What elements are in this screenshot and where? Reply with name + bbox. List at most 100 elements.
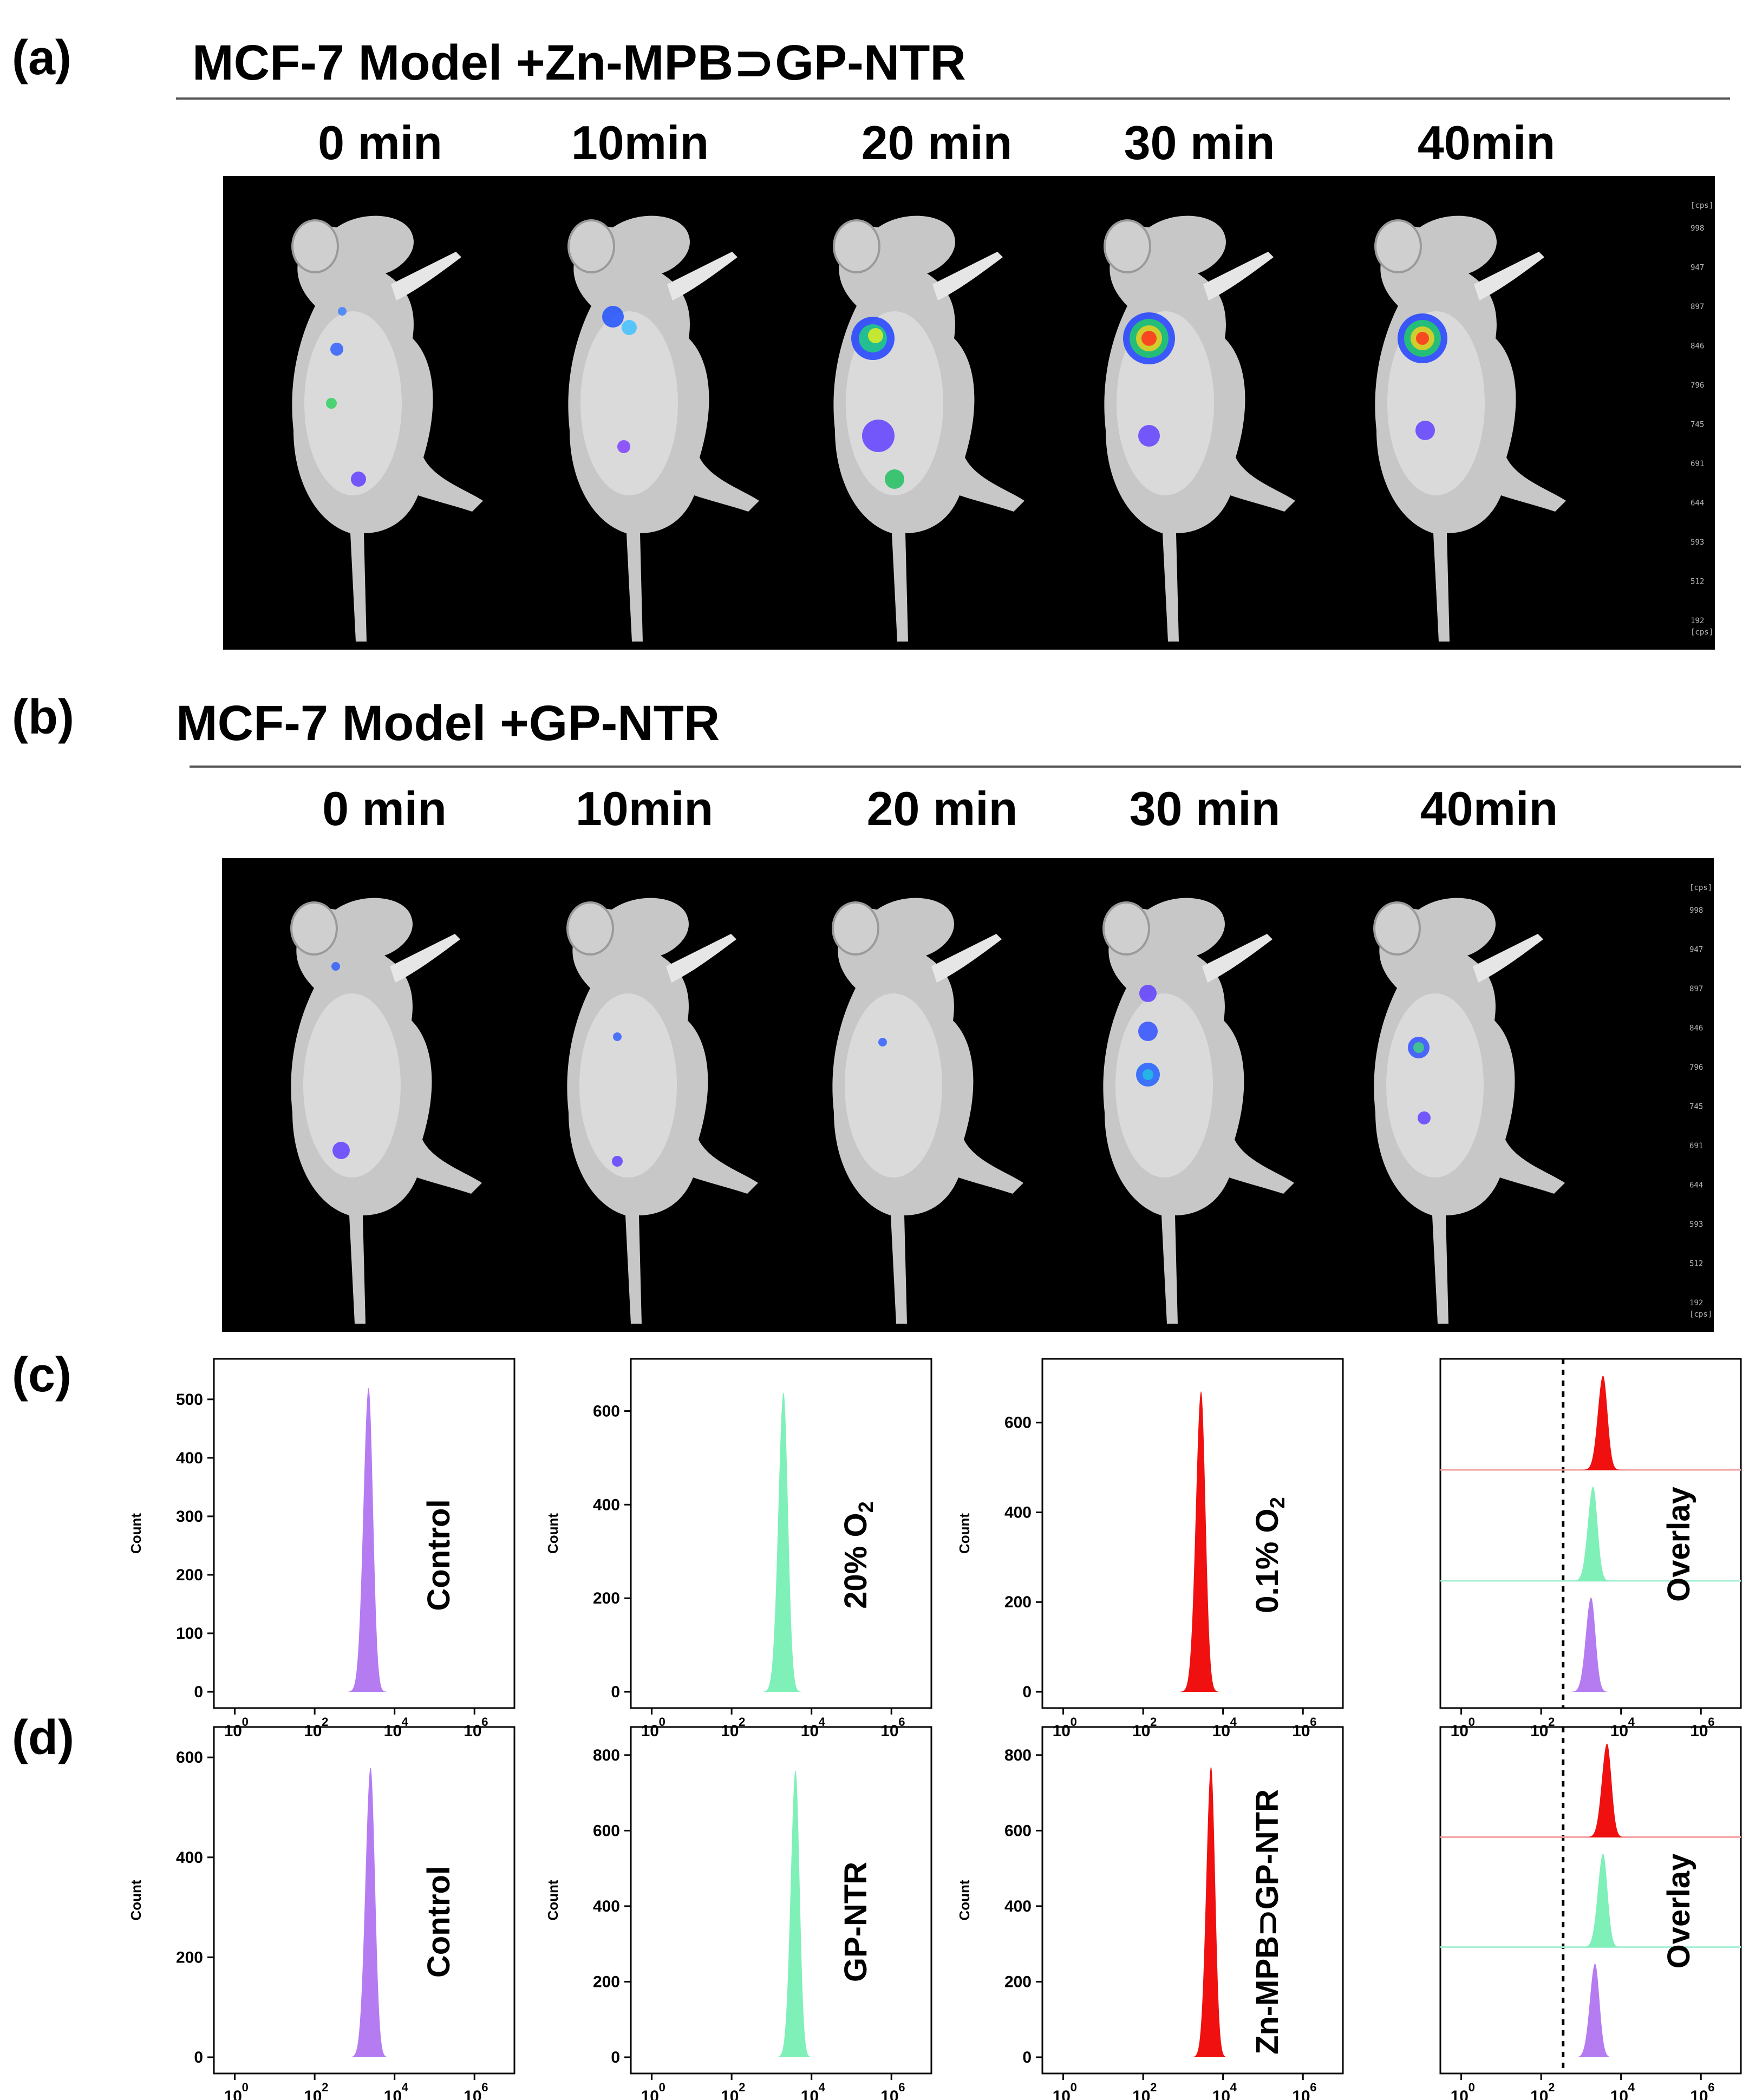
- fluorescence-signal: [351, 472, 366, 487]
- condition-label: 20% O2: [838, 1501, 878, 1608]
- x-tick-label: 10: [1132, 2088, 1150, 2100]
- histogram-peak: [1180, 1391, 1222, 1692]
- mouse-ear: [1104, 219, 1151, 273]
- fluorescence-signal: [862, 420, 895, 452]
- x-tick-exponent: 6: [1708, 1715, 1714, 1729]
- x-tick-label: 10: [1690, 1722, 1708, 1740]
- colorbar-tick: 897: [1691, 303, 1704, 311]
- y-tick-label: 600: [1004, 1822, 1032, 1840]
- x-tick-label: 10: [1451, 1722, 1469, 1740]
- x-tick-label: 10: [1132, 1722, 1150, 1740]
- y-tick-label: 0: [1022, 1683, 1032, 1701]
- y-tick-label: 0: [611, 1683, 620, 1701]
- histogram-peak: [1192, 1766, 1230, 2057]
- y-axis-label: Count: [545, 1513, 561, 1554]
- fluorescence-signal: [602, 306, 624, 328]
- x-tick-label: 10: [464, 2088, 481, 2100]
- mouse-body-highlight: [580, 311, 678, 495]
- mouse-image-a-3: [1104, 215, 1295, 642]
- colorbar-tick: 846: [1691, 342, 1704, 351]
- y-tick-label: 600: [176, 1749, 203, 1767]
- fluorescence-signal: [1143, 1069, 1153, 1080]
- time-label-b-1: 10min: [575, 782, 714, 835]
- plot-frame: [1041, 1358, 1344, 1709]
- y-tick-label: 400: [176, 1449, 203, 1467]
- overlay-peak: [1572, 1486, 1614, 1581]
- colorbar-tick: 998: [1689, 906, 1703, 915]
- colorbar-unit-bottom: [cps]: [1689, 1310, 1712, 1319]
- colorbar-a: [cps] 998 947 897 846 796 745 691 644 593 512 192 [c…: [1691, 201, 1713, 637]
- mouse-image-a-1: [567, 215, 759, 642]
- fluorescence-signal: [1415, 421, 1435, 440]
- fluorescence-signal: [1141, 331, 1157, 346]
- x-tick-label: 10: [224, 1722, 242, 1740]
- fluorescence-signal: [868, 328, 883, 343]
- colorbar-b: [cps] 998 947 897 846 796 745 691 644 593 512 192 [c…: [1689, 884, 1712, 1319]
- plot-frame: [1439, 1358, 1742, 1709]
- x-tick-label: 10: [1610, 1722, 1628, 1740]
- time-label-b-0: 0 min: [322, 782, 447, 835]
- y-tick-label: 600: [593, 1402, 620, 1420]
- y-axis-label: Count: [545, 1880, 561, 1920]
- y-tick-label: 600: [1004, 1414, 1032, 1432]
- mouse-body-highlight: [1115, 993, 1213, 1177]
- y-tick-label: 600: [593, 1822, 620, 1840]
- y-axis-label: Count: [956, 1880, 973, 1920]
- x-tick-label: 10: [1212, 1722, 1230, 1740]
- x-tick-label: 10: [1690, 2088, 1708, 2100]
- y-tick-label: 400: [176, 1849, 203, 1867]
- panel-title-b: MCF-7 Model +GP-NTR: [176, 696, 720, 751]
- x-tick-label: 10: [1053, 1722, 1071, 1740]
- mouse-ear: [291, 219, 339, 273]
- y-axis-label: Count: [128, 1513, 144, 1554]
- mouse-foreleg: [1203, 252, 1274, 300]
- mouse-ear: [832, 901, 879, 956]
- colorbar-tick: 192: [1689, 1299, 1703, 1307]
- x-tick-exponent: 6: [1310, 1715, 1316, 1729]
- plot-frame: [1041, 1726, 1344, 2075]
- y-tick-label: 200: [593, 1589, 620, 1607]
- y-axis-label: Count: [128, 1880, 144, 1920]
- x-tick-exponent: 4: [819, 1715, 826, 1729]
- panel-label-b: (b): [12, 690, 74, 744]
- x-tick-exponent: 0: [1071, 2081, 1077, 2094]
- y-tick-label: 200: [176, 1566, 203, 1584]
- overlay-peak: [1570, 1597, 1612, 1692]
- x-tick-label: 10: [224, 2088, 242, 2100]
- x-tick-exponent: 0: [242, 2081, 249, 2094]
- mouse-foreleg: [667, 252, 738, 300]
- mouse-foreleg: [391, 252, 461, 300]
- mouse-body-highlight: [304, 311, 402, 495]
- fluorescence-signal: [613, 1032, 622, 1041]
- x-tick-exponent: 4: [1628, 1715, 1635, 1729]
- mouse-ear: [566, 901, 614, 956]
- plot-frame: [630, 1358, 932, 1709]
- x-tick-label: 10: [1610, 2088, 1628, 2100]
- fluorescence-signal: [1413, 1042, 1424, 1053]
- x-tick-exponent: 2: [1548, 1715, 1555, 1729]
- overlay-peak: [1582, 1853, 1624, 1947]
- condition-label: Control: [421, 1866, 456, 1978]
- mouse-image-a-4: [1374, 215, 1566, 642]
- y-tick-label: 200: [1004, 1973, 1032, 1991]
- x-tick-label: 10: [1530, 1722, 1548, 1740]
- colorbar-tick: 796: [1689, 1063, 1703, 1072]
- y-tick-label: 200: [593, 1973, 620, 1991]
- mouse-foreleg: [931, 934, 1002, 983]
- x-tick-exponent: 4: [1628, 2081, 1635, 2094]
- x-tick-exponent: 4: [402, 2081, 409, 2094]
- y-tick-label: 400: [1004, 1898, 1032, 1915]
- condition-label: Overlay: [1661, 1487, 1696, 1602]
- mouse-body-highlight: [845, 993, 942, 1177]
- x-tick-label: 10: [1530, 2088, 1548, 2100]
- x-tick-exponent: 4: [1230, 2081, 1237, 2094]
- mouse-image-b-4: [1373, 898, 1565, 1324]
- y-tick-label: 400: [1004, 1503, 1032, 1521]
- time-label-a-4: 40min: [1417, 116, 1556, 169]
- condition-label: Control: [421, 1499, 456, 1611]
- panel-label-c: (c): [12, 1348, 71, 1402]
- mouse-image-b-0: [290, 898, 482, 1324]
- y-tick-label: 800: [593, 1746, 620, 1764]
- x-tick-label: 10: [880, 2088, 898, 2100]
